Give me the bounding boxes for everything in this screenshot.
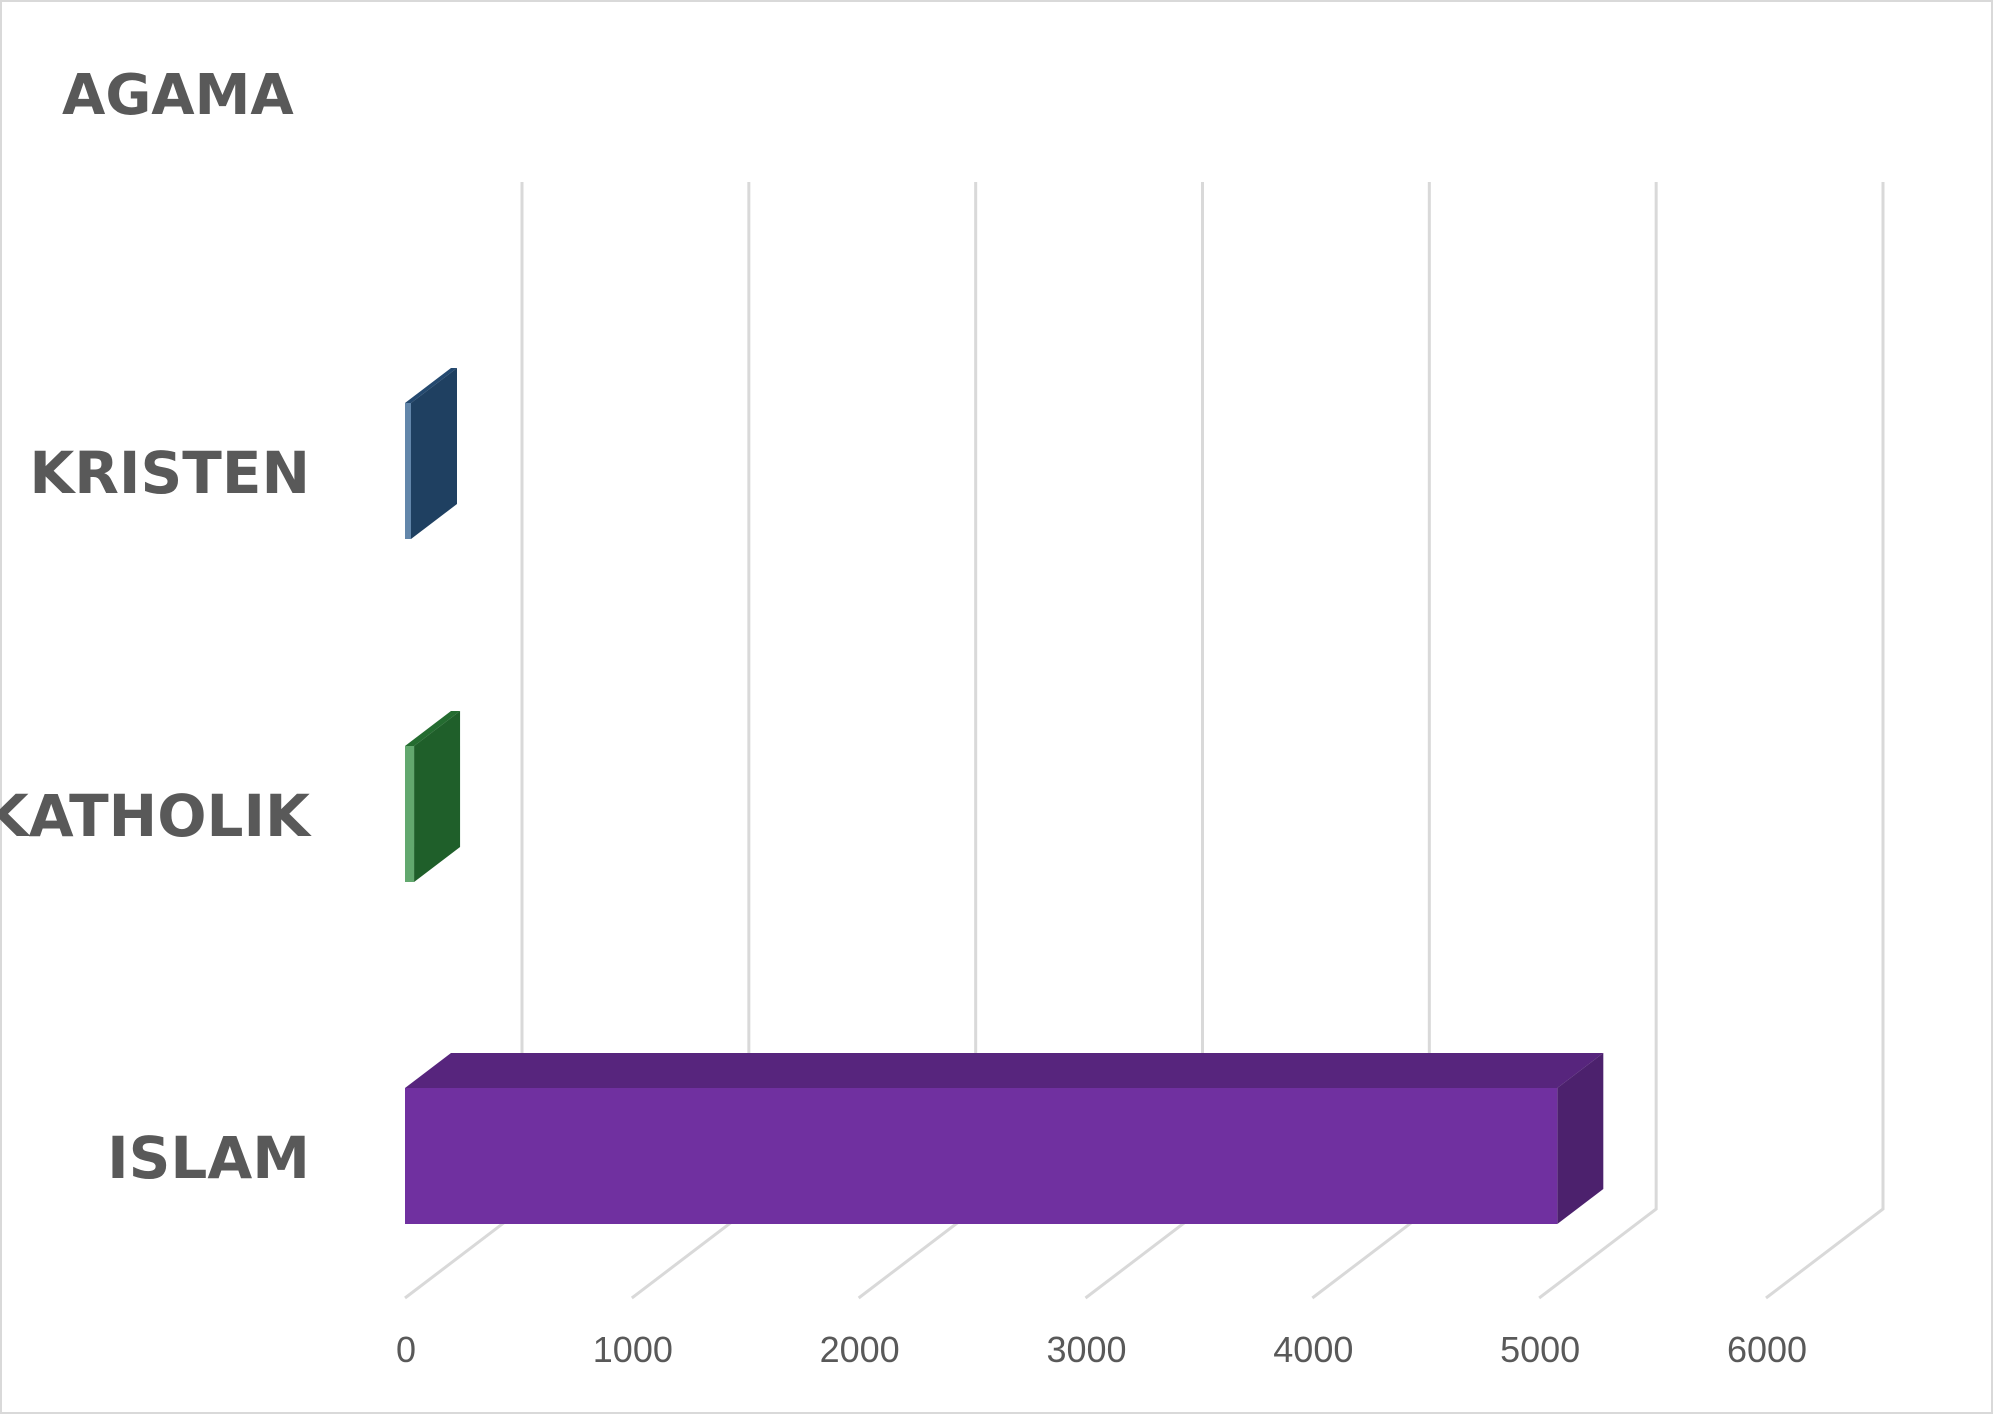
- x-tick-label: 1000: [593, 1329, 673, 1370]
- category-label: KATHOLIK: [0, 782, 312, 850]
- tick-labels: 0 1000 2000 3000 4000 5000 6000: [396, 1329, 1807, 1370]
- x-tick-label: 0: [396, 1329, 416, 1370]
- bar-side-face: [414, 711, 461, 882]
- category-label: ISLAM: [107, 1124, 310, 1192]
- x-tick-label: 5000: [1500, 1329, 1580, 1370]
- x-tick-label: 3000: [1046, 1329, 1126, 1370]
- category-labels: KRISTEN KATHOLIK ISLAM: [0, 439, 312, 1192]
- bar: [405, 746, 415, 882]
- x-tick-label: 2000: [820, 1329, 900, 1370]
- bar-top-face: [405, 368, 457, 403]
- bar: [405, 1088, 1558, 1224]
- category-label: KRISTEN: [29, 439, 310, 507]
- bar-side-face: [411, 368, 457, 539]
- bar-top-face: [405, 1053, 1604, 1088]
- bar-side-face: [1557, 1053, 1604, 1224]
- x-tick-label: 4000: [1273, 1329, 1353, 1370]
- gridline: [1765, 182, 1885, 1300]
- bar-top-face: [405, 711, 461, 746]
- chart-title: AGAMA: [62, 63, 294, 128]
- x-tick-label: 6000: [1727, 1329, 1807, 1370]
- bar: [405, 403, 411, 539]
- gridline: [1538, 182, 1658, 1300]
- bars: [405, 368, 1604, 1224]
